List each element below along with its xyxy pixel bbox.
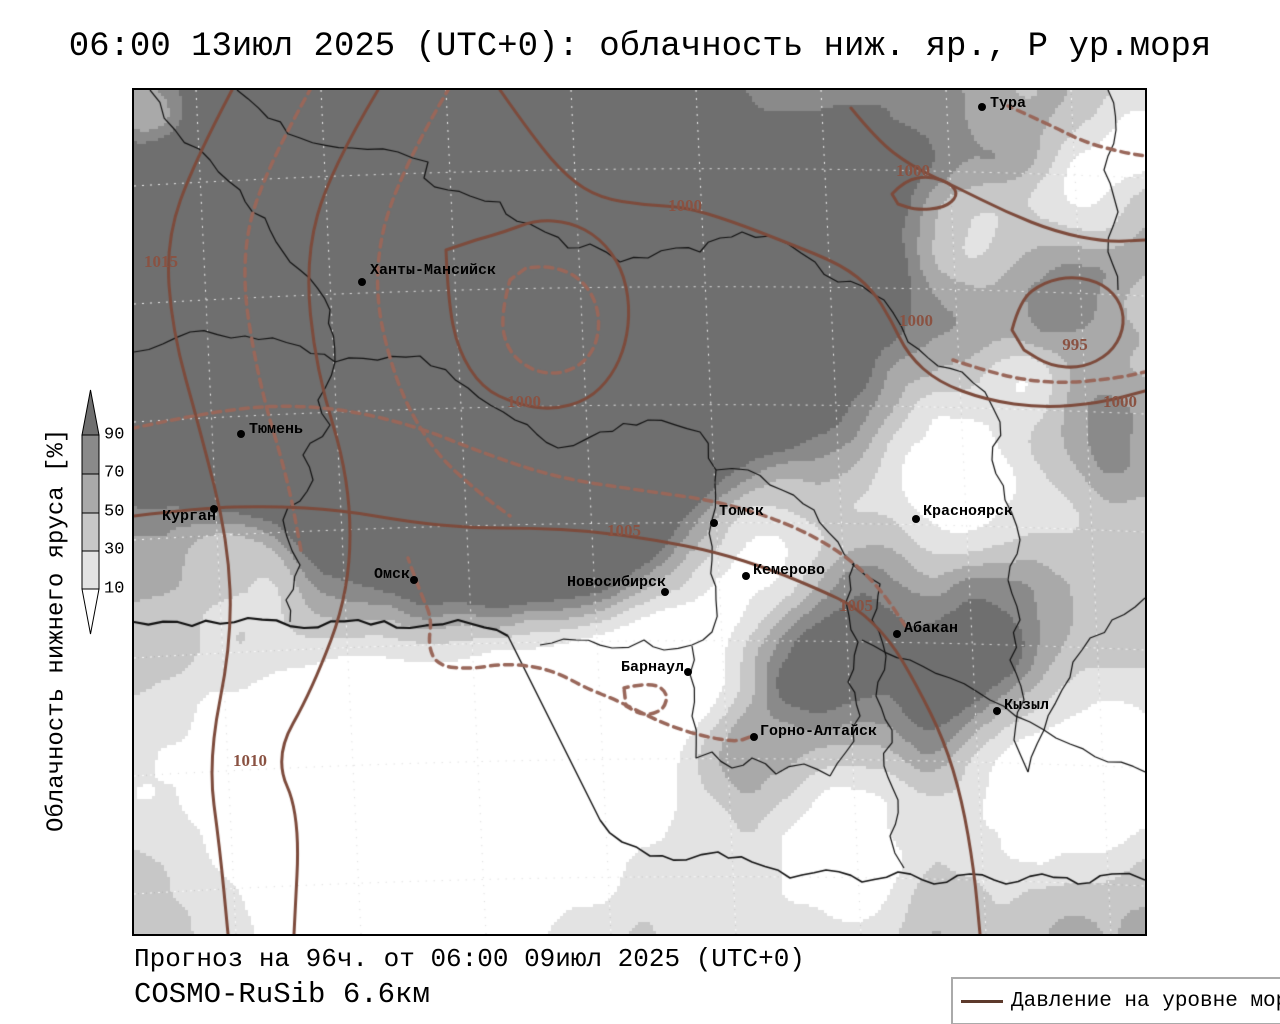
colorbar xyxy=(81,389,100,635)
colorbar-segment xyxy=(81,434,100,475)
colorbar-axis-label: Облачность нижнего яруса [%] xyxy=(43,428,71,832)
map-frame xyxy=(132,88,1147,936)
model-info: COSMO-RuSib 6.6км xyxy=(134,978,430,1011)
isobar-line-sample xyxy=(961,999,1003,1003)
colorbar-tick-label: 10 xyxy=(104,579,125,599)
colorbar-tick-label: 50 xyxy=(104,502,125,522)
footer: Прогноз на 96ч. от 06:00 09июл 2025 (UTC… xyxy=(134,944,805,1011)
colorbar-tick-label: 30 xyxy=(104,540,125,560)
pressure-legend: Давление на уровне моря xyxy=(951,977,1280,1024)
colorbar-arrow-top xyxy=(81,389,100,436)
page-title: 06:00 13июл 2025 (UTC+0): облачность ниж… xyxy=(68,28,1212,66)
legend-label: Давление на уровне моря xyxy=(1011,989,1280,1013)
forecast-info: Прогноз на 96ч. от 06:00 09июл 2025 (UTC… xyxy=(134,944,805,974)
colorbar-segment xyxy=(81,512,100,552)
colorbar-tick-label: 90 xyxy=(104,425,125,445)
colorbar-segment xyxy=(81,473,100,514)
colorbar-segment xyxy=(81,550,100,590)
colorbar-arrow-bottom xyxy=(81,588,100,635)
cloudiness-pressure-map xyxy=(134,90,1145,934)
colorbar-tick-label: 70 xyxy=(104,463,125,483)
